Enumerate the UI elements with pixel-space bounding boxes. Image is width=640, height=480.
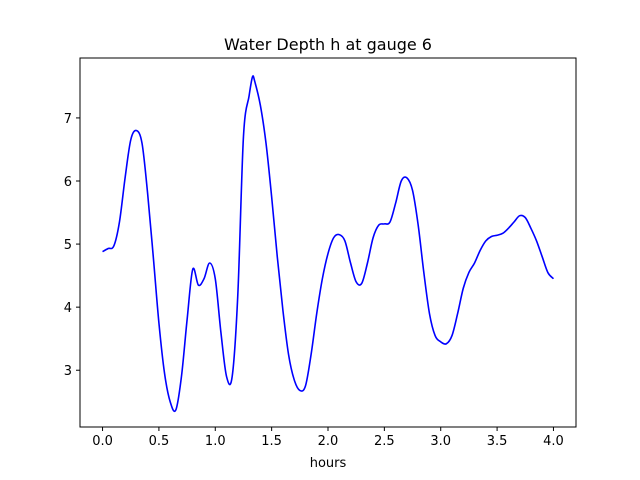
x-tick-label: 3.5 xyxy=(487,434,508,449)
y-axis: 3 4 5 6 7 xyxy=(64,112,80,379)
x-tick-label: 2.0 xyxy=(318,434,339,449)
y-tick-label: 3 xyxy=(64,364,72,379)
y-tick-label: 4 xyxy=(64,301,72,316)
plot-content xyxy=(102,75,555,413)
y-tick-label: 7 xyxy=(64,112,72,127)
x-axis: 0.0 0.5 1.0 1.5 2.0 2.5 3.0 3.5 4.0 xyxy=(92,427,564,449)
plot-area xyxy=(80,58,576,427)
x-tick-label: 1.0 xyxy=(205,434,226,449)
series-line xyxy=(102,75,555,413)
x-tick-label: 0.5 xyxy=(149,434,170,449)
x-tick-label: 4.0 xyxy=(543,434,564,449)
x-tick-label: 0.0 xyxy=(92,434,113,449)
x-tick-label: 1.5 xyxy=(261,434,282,449)
x-tick-label: 2.5 xyxy=(374,434,395,449)
y-tick-label: 6 xyxy=(64,175,72,190)
x-axis-label: hours xyxy=(310,456,347,471)
y-tick-label: 5 xyxy=(64,238,72,253)
chart-title: Water Depth h at gauge 6 xyxy=(224,35,432,54)
x-tick-label: 3.0 xyxy=(430,434,451,449)
